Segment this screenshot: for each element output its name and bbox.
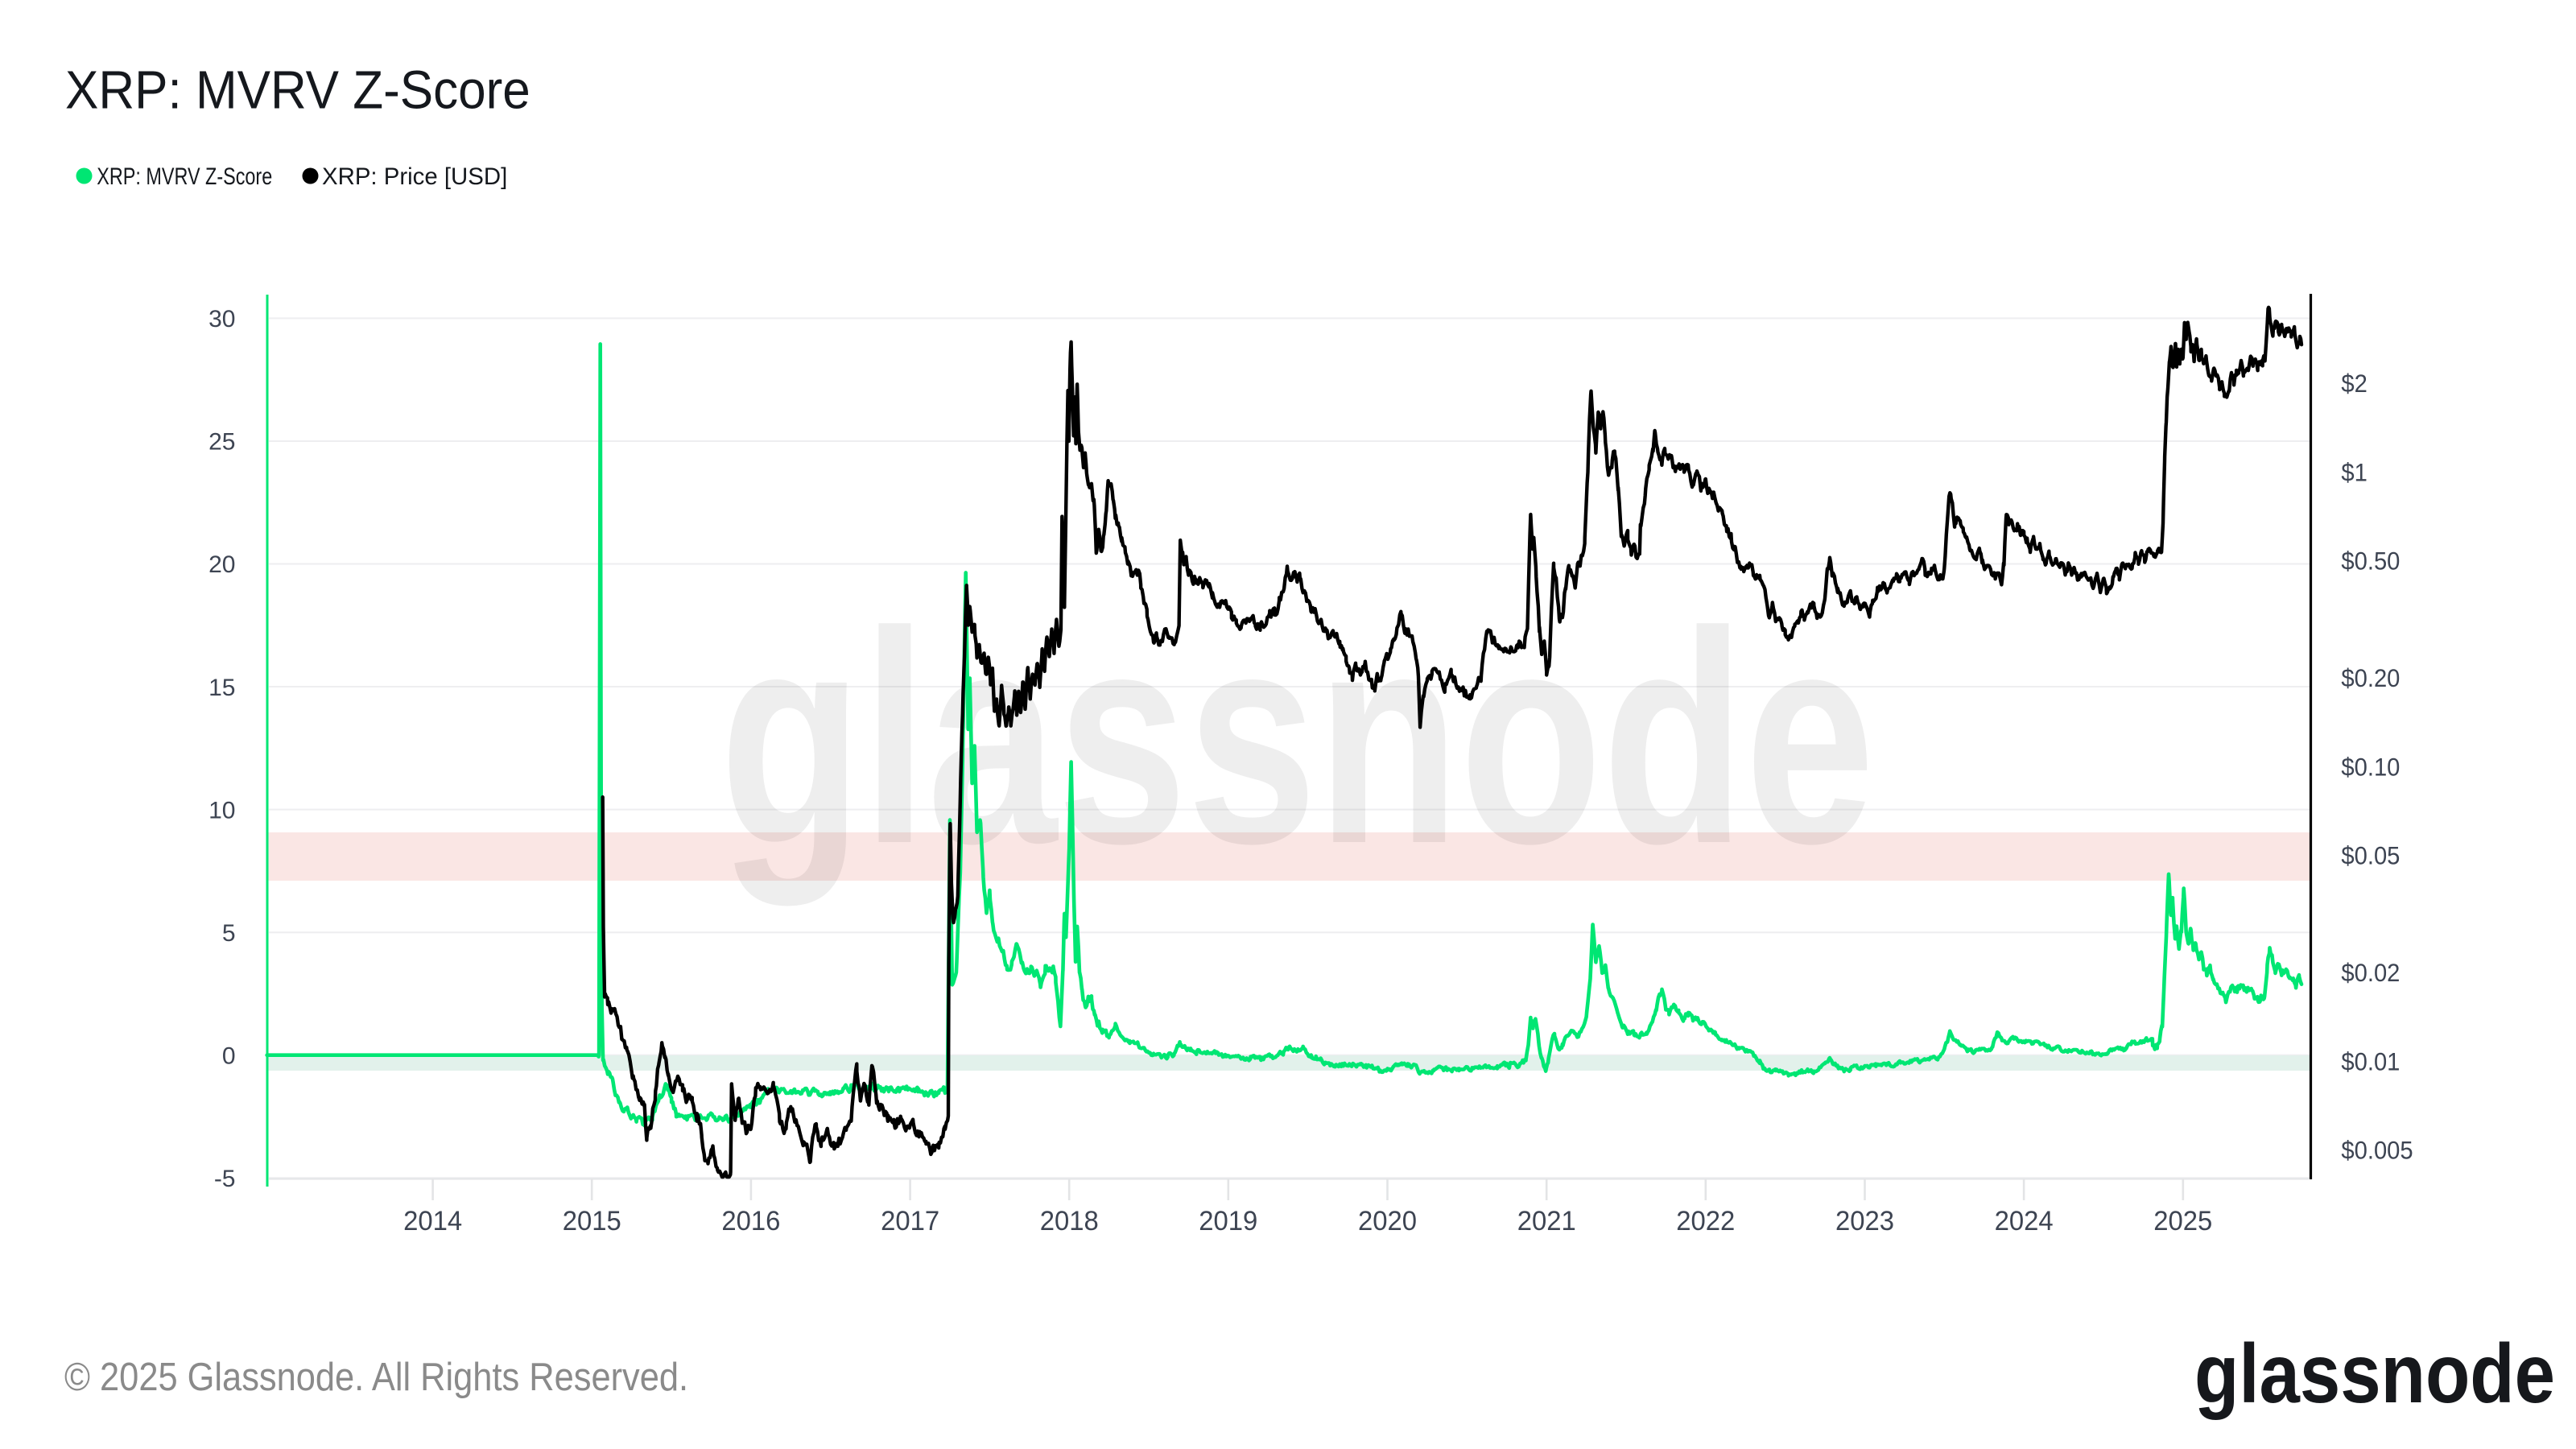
svg-text:$0.05: $0.05 bbox=[2341, 843, 2400, 870]
svg-text:2020: 2020 bbox=[1358, 1206, 1417, 1236]
svg-text:20: 20 bbox=[208, 551, 235, 578]
svg-text:© 2025 Glassnode. All Rights R: © 2025 Glassnode. All Rights Reserved. bbox=[64, 1355, 688, 1399]
svg-text:2017: 2017 bbox=[881, 1206, 939, 1236]
svg-text:XRP: Price [USD]: XRP: Price [USD] bbox=[322, 163, 507, 190]
svg-text:2016: 2016 bbox=[721, 1206, 780, 1236]
svg-text:2015: 2015 bbox=[563, 1206, 621, 1236]
svg-text:10: 10 bbox=[208, 797, 235, 824]
svg-text:25: 25 bbox=[208, 429, 235, 456]
svg-text:2018: 2018 bbox=[1040, 1206, 1099, 1236]
svg-text:-5: -5 bbox=[214, 1166, 236, 1192]
svg-text:30: 30 bbox=[208, 306, 235, 332]
svg-text:glassnode: glassnode bbox=[2194, 1327, 2555, 1421]
svg-text:XRP: MVRV Z-Score: XRP: MVRV Z-Score bbox=[97, 163, 272, 189]
svg-text:0: 0 bbox=[222, 1042, 236, 1069]
svg-text:$0.10: $0.10 bbox=[2341, 753, 2400, 781]
svg-text:$0.005: $0.005 bbox=[2341, 1137, 2413, 1165]
svg-text:2019: 2019 bbox=[1199, 1206, 1257, 1236]
svg-text:XRP: MVRV Z-Score: XRP: MVRV Z-Score bbox=[65, 60, 530, 120]
svg-text:$0.02: $0.02 bbox=[2341, 960, 2400, 987]
svg-text:2014: 2014 bbox=[403, 1206, 462, 1236]
svg-text:5: 5 bbox=[222, 920, 236, 947]
svg-text:$0.01: $0.01 bbox=[2341, 1048, 2400, 1075]
svg-text:$1: $1 bbox=[2341, 459, 2367, 486]
svg-text:2021: 2021 bbox=[1517, 1206, 1576, 1236]
svg-text:2024: 2024 bbox=[1995, 1206, 2054, 1236]
svg-text:glassnode: glassnode bbox=[720, 570, 1875, 908]
svg-text:2022: 2022 bbox=[1676, 1206, 1735, 1236]
svg-text:$0.50: $0.50 bbox=[2341, 548, 2400, 576]
svg-text:15: 15 bbox=[208, 675, 235, 701]
svg-text:2023: 2023 bbox=[1835, 1206, 1894, 1236]
svg-text:$2: $2 bbox=[2341, 370, 2367, 398]
svg-text:$0.20: $0.20 bbox=[2341, 665, 2400, 692]
svg-text:2025: 2025 bbox=[2153, 1206, 2212, 1236]
